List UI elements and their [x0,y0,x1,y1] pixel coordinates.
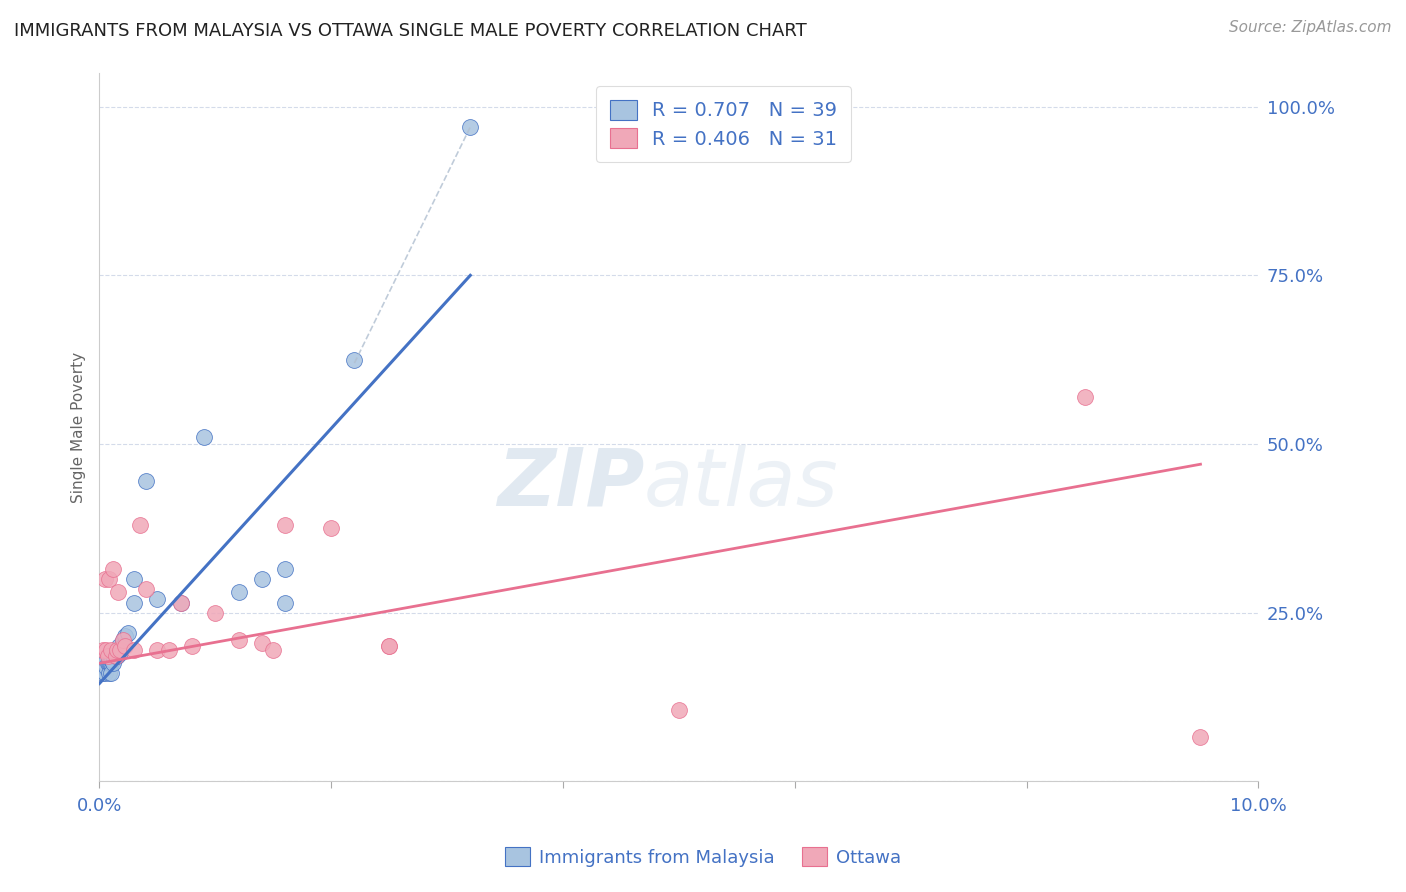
Legend: R = 0.707   N = 39, R = 0.406   N = 31: R = 0.707 N = 39, R = 0.406 N = 31 [596,87,851,162]
Point [228,632,250,647]
Point [122,572,145,586]
Point [181,640,204,654]
Point [96,649,118,664]
Point [97,666,120,681]
Point [262,642,284,657]
Point [94,657,117,671]
Point [104,649,127,664]
Point [110,646,132,660]
Point [91,666,114,681]
Point [343,352,366,367]
Point [94,666,117,681]
Point [204,606,226,620]
Point [93,659,115,673]
Point [101,653,124,667]
Point [157,642,180,657]
Point [103,646,125,660]
Point [129,518,152,533]
Point [668,703,690,717]
Point [378,640,401,654]
Point [228,585,250,599]
Point [96,659,118,673]
Legend: Immigrants from Malaysia, Ottawa: Immigrants from Malaysia, Ottawa [498,840,908,874]
Point [274,562,297,576]
Point [94,572,117,586]
Point [193,430,215,444]
Point [98,657,121,671]
Point [460,120,482,134]
Point [146,642,169,657]
Point [103,657,125,671]
Point [1073,390,1095,404]
Point [111,632,134,647]
Point [135,582,157,596]
Point [105,649,128,664]
Point [250,636,273,650]
Point [91,642,114,657]
Point [100,666,122,681]
Point [114,640,136,654]
Point [169,595,191,609]
Point [90,659,112,673]
Point [321,521,343,535]
Point [97,657,120,671]
Point [100,657,122,671]
Point [108,640,131,654]
Point [97,572,120,586]
Point [117,626,139,640]
Point [135,474,157,488]
Point [103,562,125,576]
Point [114,629,136,643]
Point [105,642,128,657]
Y-axis label: Single Male Poverty: Single Male Poverty [72,351,86,503]
Point [96,657,118,671]
Point [378,640,401,654]
Point [103,649,125,664]
Point [169,595,191,609]
Point [146,592,169,607]
Point [96,653,118,667]
Text: IMMIGRANTS FROM MALAYSIA VS OTTAWA SINGLE MALE POVERTY CORRELATION CHART: IMMIGRANTS FROM MALAYSIA VS OTTAWA SINGL… [14,22,807,40]
Text: Source: ZipAtlas.com: Source: ZipAtlas.com [1229,20,1392,35]
Text: ZIP: ZIP [496,445,644,523]
Point [110,642,132,657]
Point [96,642,118,657]
Point [1189,731,1212,745]
Point [107,585,129,599]
Point [250,572,273,586]
Point [122,595,145,609]
Point [104,649,127,664]
Point [274,518,297,533]
Point [107,646,129,660]
Point [100,642,122,657]
Point [100,653,122,667]
Text: atlas: atlas [644,445,839,523]
Point [111,632,134,647]
Point [122,642,145,657]
Point [274,595,297,609]
Point [111,640,134,654]
